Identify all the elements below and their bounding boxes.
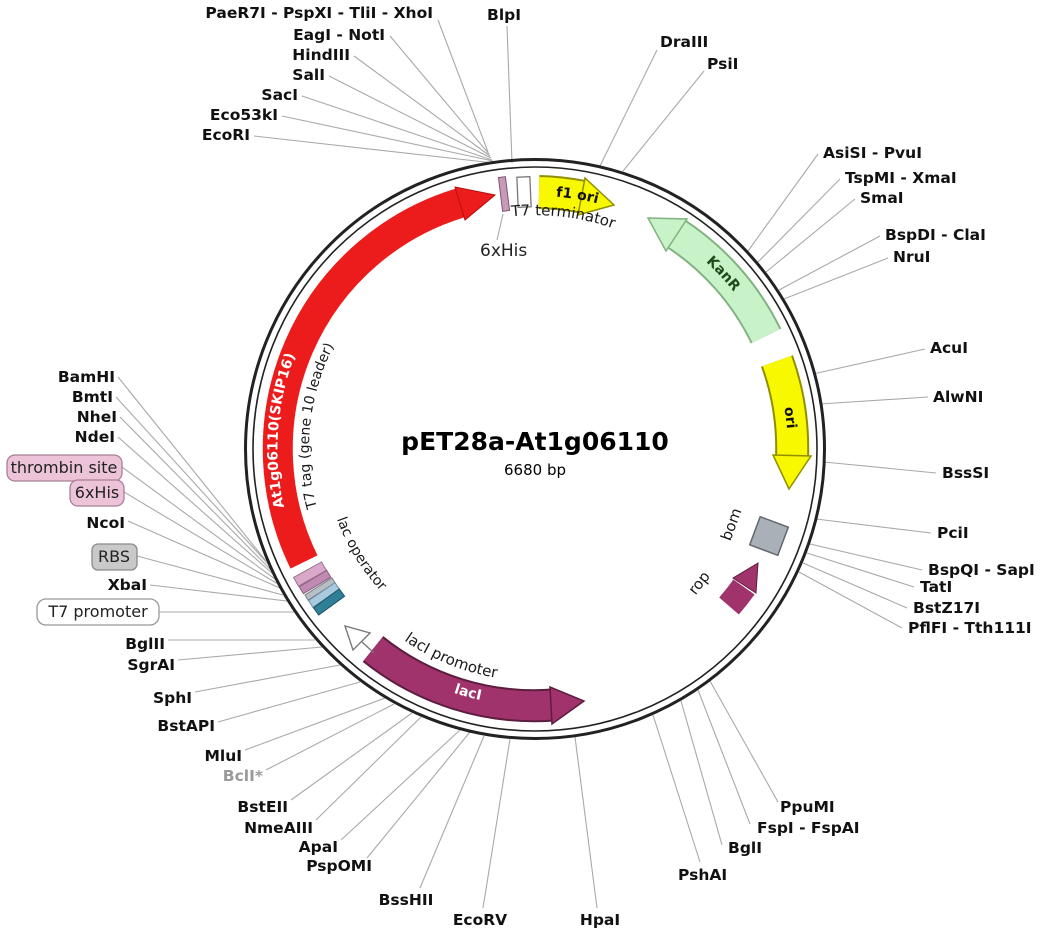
site-psii: PsiI: [707, 55, 738, 73]
rbs-badge: RBS: [91, 543, 138, 571]
rop-label: rop: [684, 568, 713, 598]
feature-laci-arrow: [362, 636, 586, 726]
feature-rop-arrow: [719, 562, 759, 615]
site-labels: PaeR7I - PspXI - TliI - XhoI EagI - NotI…: [58, 4, 1035, 929]
site-ndei: NdeI: [75, 428, 115, 446]
site-bspqi-sapi: BspQI - SapI: [928, 561, 1035, 579]
site-alwni: AlwNI: [933, 388, 983, 406]
site-hpai: HpaI: [580, 911, 620, 929]
site-ecorv: EcoRV: [453, 911, 507, 929]
feature-bom-box: [748, 515, 790, 557]
his6-top-label: 6xHis: [480, 241, 527, 261]
site-asisi-pvui: AsiSI - PvuI: [823, 144, 922, 162]
leader-lines: [115, 19, 937, 909]
site-xbai: XbaI: [108, 576, 147, 594]
site-apai: ApaI: [299, 838, 338, 856]
bom-label: bom: [717, 506, 745, 543]
site-blpi: BlpI: [487, 6, 521, 24]
site-pcii: PciI: [937, 524, 969, 542]
site-bsteii: BstEII: [237, 798, 288, 816]
svg-text:6xHis: 6xHis: [75, 483, 119, 502]
site-sali: SalI: [292, 66, 325, 84]
site-ppumi: PpuMI: [780, 798, 835, 816]
site-tati: TatI: [920, 578, 952, 596]
site-pspomi: PspOMI: [306, 857, 372, 875]
feature-laci-promoter-arrow: [343, 624, 375, 654]
feature-ori-arrow: [760, 355, 813, 491]
t7-promoter-badge: T7 promoter: [36, 598, 160, 626]
site-eco53ki: Eco53kI: [210, 106, 278, 124]
plasmid-size: 6680 bp: [504, 461, 566, 479]
feature-f1-ori-arrow: [538, 175, 616, 217]
thrombin-site-badge: thrombin site: [6, 454, 123, 482]
site-xho-group: PaeR7I - PspXI - TliI - XhoI: [205, 4, 433, 22]
site-sphi: SphI: [153, 689, 192, 707]
plasmid-inner-ring: [252, 166, 818, 732]
site-bgli: BglI: [728, 839, 762, 857]
feature-insert-arrow: [262, 186, 497, 569]
site-bsshii: BssHII: [379, 891, 434, 909]
site-bstz17i: BstZ17I: [913, 599, 980, 617]
plasmid-title: pET28a-At1g06110: [401, 427, 669, 456]
site-pshai: PshAI: [678, 866, 727, 884]
lac-operator-box: [312, 588, 346, 616]
thrombin-site-box: [298, 569, 332, 595]
site-pflfi-tth111i: PflFI - Tth111I: [908, 619, 1032, 637]
site-sgrai: SgrAI: [127, 656, 175, 674]
site-ecori: EcoRI: [202, 126, 250, 144]
svg-text:T7 promoter: T7 promoter: [47, 602, 148, 621]
site-bcli: BclI*: [223, 767, 263, 785]
svg-text:RBS: RBS: [98, 547, 130, 566]
site-bsssi: BssSI: [942, 464, 989, 482]
site-bstapi: BstAPI: [157, 717, 215, 735]
site-bmti: BmtI: [72, 388, 113, 406]
site-tspmi-xmai: TspMI - XmaI: [845, 169, 957, 187]
site-ncoi: NcoI: [86, 514, 125, 532]
site-bspdi-clai: BspDI - ClaI: [885, 226, 986, 244]
site-eag-not: EagI - NotI: [293, 26, 385, 44]
feature-kanr-arrow: [646, 217, 782, 344]
site-nhei: NheI: [77, 408, 117, 426]
site-hindiii: HindIII: [292, 46, 350, 64]
site-fspi-fspai: FspI - FspAI: [757, 819, 860, 837]
svg-text:thrombin site: thrombin site: [11, 458, 118, 477]
laci-label: lacI: [452, 681, 483, 704]
site-acui: AcuI: [930, 339, 968, 357]
plasmid-outer-ring: [244, 158, 826, 740]
his6-top-box: [497, 176, 511, 212]
his6-left-badge: 6xHis: [69, 479, 125, 507]
site-draiii: DraIII: [660, 33, 708, 51]
site-bamhi: BamHI: [58, 368, 115, 386]
site-saci: SacI: [261, 86, 298, 104]
t7-terminator-box: [516, 176, 532, 208]
lac-operator-label: lac operator: [333, 515, 390, 594]
site-nmeaiii: NmeAIII: [244, 819, 313, 837]
site-nrui: NruI: [893, 248, 930, 266]
site-smai: SmaI: [860, 189, 904, 207]
f1-ori-label: f1 ori: [556, 185, 601, 208]
site-mlui: MluI: [204, 747, 242, 765]
site-bglii: BglII: [125, 635, 165, 653]
ori-label: ori: [780, 406, 799, 429]
